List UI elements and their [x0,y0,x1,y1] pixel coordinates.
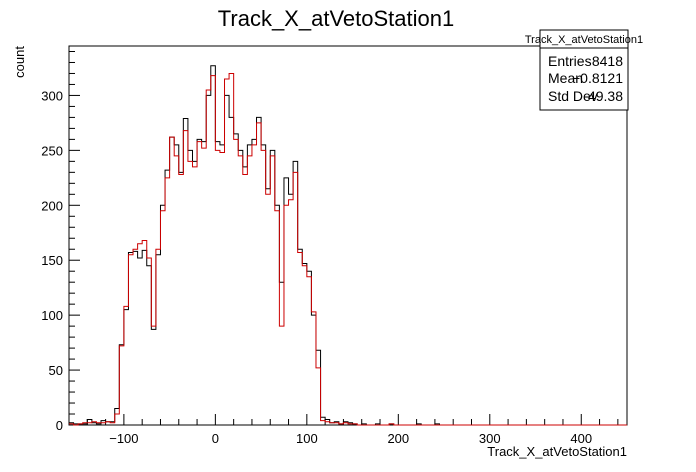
stats-box: Track_X_atVetoStation1 Entries 8418 Mean… [525,29,643,111]
y-axis-label: count [12,46,27,78]
y-axis-ticks: 0 50 100 150 200 250 300 [41,50,80,433]
y-tick-label: 0 [56,418,63,433]
stats-mean-label: Mean [548,70,583,86]
y-tick-label: 200 [41,198,63,213]
stats-stddev-label: Std Dev [548,88,598,104]
x-tick-label: −100 [109,431,138,446]
stats-box-frame [539,29,629,111]
stats-entries-value: 8418 [592,53,623,69]
y-tick-label: 50 [49,363,63,378]
y-tick-label: 150 [41,253,63,268]
x-tick-label: 300 [479,431,501,446]
y-tick-label: 100 [41,308,63,323]
x-tick-label: 400 [570,431,592,446]
plot-frame [68,45,628,426]
x-tick-label: 200 [387,431,409,446]
stats-mean-value: −0.8121 [572,70,623,86]
chart-title: Track_X_atVetoStation1 [218,6,454,31]
y-tick-label: 300 [41,88,63,103]
stats-stddev-value: 49.38 [588,88,623,104]
y-tick-label: 250 [41,143,63,158]
x-axis-ticks: −100 0 100 200 300 400 [68,414,619,446]
stats-box-title: Track_X_atVetoStation1 [525,34,643,46]
series-layer [69,65,627,426]
x-tick-label: 100 [296,431,318,446]
histogram-series-2 [69,72,627,426]
stats-entries-label: Entries [548,53,592,69]
histogram-series-1 [69,65,627,426]
x-tick-label: 0 [212,431,219,446]
x-axis-label: Track_X_atVetoStation1 [487,444,627,459]
